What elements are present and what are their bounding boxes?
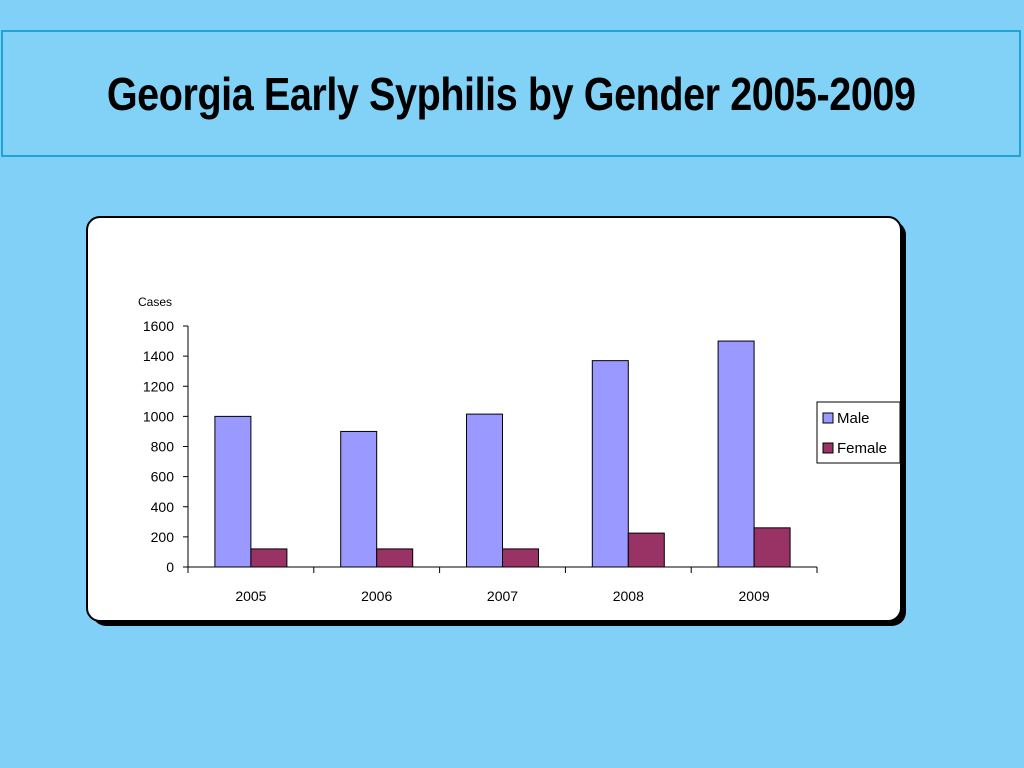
bar-male-2009 (717, 340, 755, 568)
bar-male-2008 (591, 360, 629, 568)
y-tick-label-600: 600 (151, 469, 175, 485)
y-tick-label-200: 200 (151, 529, 175, 545)
title-box: Georgia Early Syphilis by Gender 2005-20… (1, 30, 1021, 157)
y-tick-label-1000: 1000 (143, 408, 174, 424)
bar-female-2005 (250, 548, 288, 568)
x-tick-label-2009: 2009 (739, 588, 770, 604)
y-tick-label-1600: 1600 (143, 318, 174, 334)
bar-male-2006 (340, 430, 378, 568)
legend-swatch-male (822, 412, 834, 424)
y-tick-label-400: 400 (151, 499, 175, 515)
y-tick-label-0: 0 (166, 559, 174, 575)
legend-swatch-female (822, 442, 834, 454)
x-tick-label-2005: 2005 (235, 588, 266, 604)
y-axis-label: Cases (138, 295, 172, 309)
x-tick-label-2006: 2006 (361, 588, 392, 604)
bar-female-2009 (753, 527, 791, 568)
legend-label-female: Female (837, 440, 887, 457)
bar-female-2006 (376, 548, 414, 568)
y-tick-label-1200: 1200 (143, 378, 174, 394)
x-tick-label-2008: 2008 (613, 588, 644, 604)
slide-title: Georgia Early Syphilis by Gender 2005-20… (106, 67, 916, 120)
legend-label-male: Male (837, 410, 870, 427)
x-tick-label-2007: 2007 (487, 588, 518, 604)
y-tick-label-800: 800 (151, 439, 175, 455)
bar-male-2005 (214, 415, 252, 568)
bar-female-2008 (627, 532, 665, 568)
bar-female-2007 (502, 548, 539, 568)
y-tick-label-1400: 1400 (143, 348, 174, 364)
bar-male-2007 (466, 413, 503, 568)
